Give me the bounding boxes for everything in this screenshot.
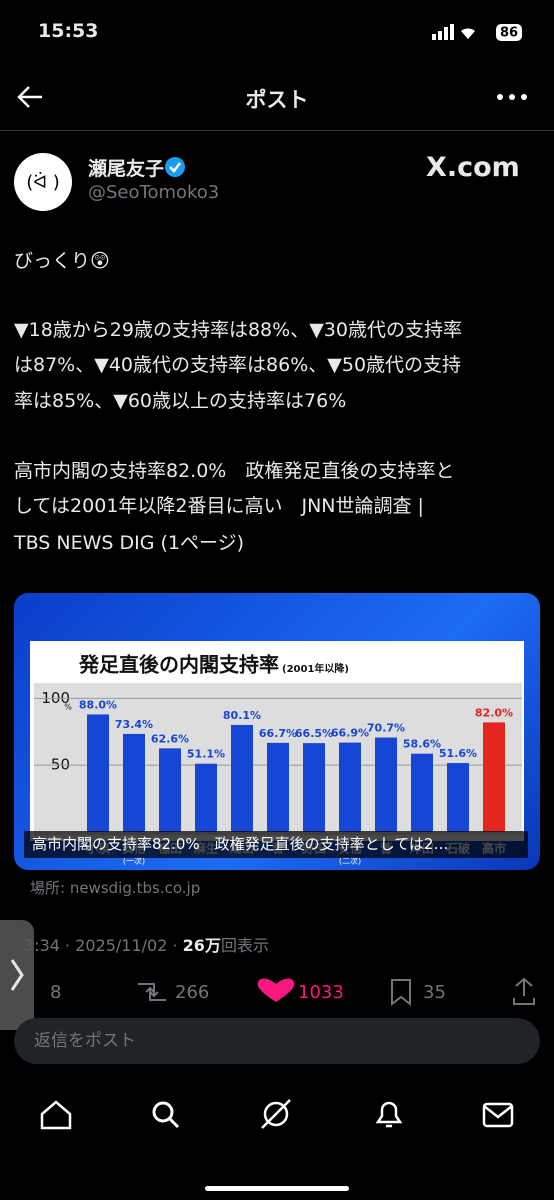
header-title: ポスト [245,88,309,112]
bar [231,724,253,832]
bar [195,763,217,832]
link-card[interactable]: 発足直後の内閣支持率 (2001年以降) 50100%88.0%小泉73.4%安… [14,593,540,870]
chart-subtitle: (2001年以降) [282,662,349,675]
value-label: 66.5% [295,727,333,740]
body-line: ▼18歳から29歳の支持率は88%、▼30歳代の支持率 [14,319,462,341]
value-label: 73.4% [115,718,153,731]
body-line: びっくり😲 [14,250,110,272]
value-label: 66.9% [331,727,369,740]
value-label: 58.6% [403,738,441,751]
battery: 86 [500,26,518,41]
bar [87,714,109,832]
like-count[interactable]: 1033 [298,982,344,1003]
value-label: 70.7% [367,722,405,735]
card-caption: 高市内閣の支持率82.0% 政権発足直後の支持率としては2… [24,831,528,858]
more-button[interactable] [496,92,528,102]
bookmark-count[interactable]: 35 [423,982,446,1003]
home-indicator [205,1186,349,1191]
bar [483,722,505,832]
avatar[interactable]: (ᐛ ) [14,153,72,211]
views: 26万 [182,936,221,955]
card-source[interactable]: 場所: newsdig.tbs.co.jp [30,879,201,897]
x-tick-note: (一次) [123,856,145,866]
value-label: 66.7% [259,727,297,740]
chart-title: 発足直後の内閣支持率 [78,653,279,677]
body-line: は87%、▼40歳代の支持率は86%、▼50歳代の支持 [14,354,462,376]
value-label: 51.6% [439,747,477,760]
bar [303,743,325,832]
y-unit: % [64,703,72,712]
reply-input[interactable]: 返信をポスト [14,1018,540,1064]
divider [0,130,554,131]
author-name[interactable]: 瀬尾友子 [88,158,165,180]
bar [411,753,433,832]
value-label: 51.1% [187,748,225,761]
bar [339,742,361,832]
value-label: 88.0% [79,698,117,711]
value-label: 62.6% [151,732,189,745]
value-label: 82.0% [475,706,513,719]
action-bar [138,977,535,1007]
value-label: 80.1% [223,709,261,722]
body-line: しては2001年以降2番目に高い JNN世論調査 | [14,495,424,517]
bar [375,737,397,832]
verified-badge [165,157,185,177]
author-handle[interactable]: @SeoTomoko3 [88,182,220,203]
status-icons: 86 [432,24,522,41]
body-line: TBS NEWS DIG (1ページ) [14,532,245,554]
bar [159,748,181,832]
back-button[interactable] [16,84,46,110]
chart: 発足直後の内閣支持率 (2001年以降) 50100%88.0%小泉73.4%安… [30,641,524,866]
body-line: 率は85%、▼60歳以上の支持率は76% [14,390,347,412]
side-tab[interactable] [0,920,34,1030]
bar [447,763,469,832]
repost-count[interactable]: 266 [175,982,210,1003]
bar [267,742,289,832]
post-meta: 3:34 · 2025/11/02 · 26万回表示 [24,932,269,956]
reply-count[interactable]: 8 [50,982,62,1003]
bar [123,733,145,832]
body-line: 高市内閣の支持率82.0% 政権発足直後の支持率と [14,460,455,482]
clock: 15:53 [38,20,99,42]
x-tick-note: (二次) [339,856,361,866]
views-suffix: 回表示 [220,936,269,955]
time-date: 3:34 · 2025/11/02 · [24,936,183,955]
tab-bar [40,1099,514,1130]
source-logo: X.com [426,152,520,183]
